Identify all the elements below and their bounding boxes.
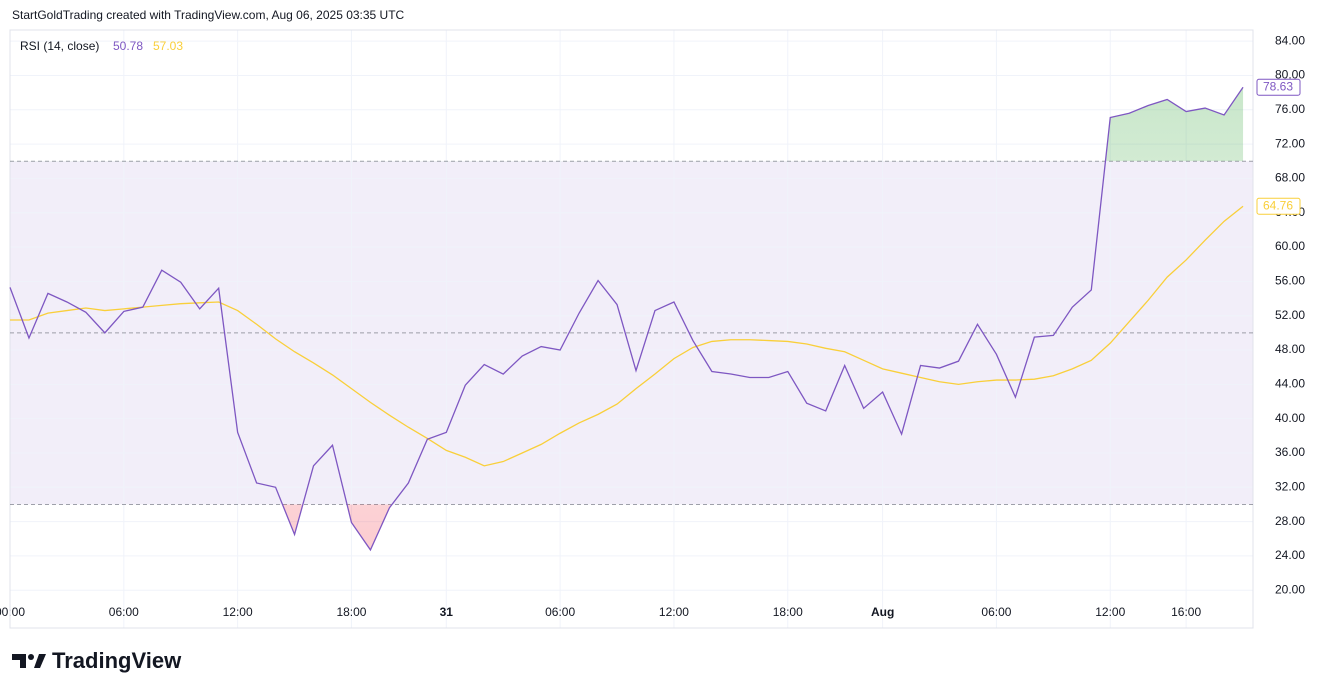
price-label <box>1256 197 1301 215</box>
y-tick-label: 44.00 <box>1275 377 1305 391</box>
header: StartGoldTrading created with TradingVie… <box>12 8 405 22</box>
footer-brand: TradingView <box>52 648 182 673</box>
y-tick-label: 24.00 <box>1275 548 1305 562</box>
x-tick-label: 12:00 <box>1095 605 1125 619</box>
price-label-text: 78.63 <box>1263 79 1293 93</box>
rsi-band <box>10 161 1253 505</box>
price-label <box>1256 78 1301 96</box>
y-tick-label: 32.00 <box>1275 479 1305 493</box>
x-tick-label: 06:00 <box>545 605 575 619</box>
legend-value: 57.03 <box>153 39 183 53</box>
y-tick-label: 28.00 <box>1275 514 1305 528</box>
y-tick-label: 80.00 <box>1275 68 1305 82</box>
x-tick-label: 31 <box>440 605 454 619</box>
y-tick-label: 84.00 <box>1275 33 1305 47</box>
plot-frame <box>9 29 1254 629</box>
y-tick-label: 40.00 <box>1275 411 1305 425</box>
x-tick-label: 18:00 <box>336 605 366 619</box>
plot: 20.00 24.00 28.00 32.00 36.00 40.00 44.00 48.00… <box>0 29 1305 629</box>
price-label-text: 64.76 <box>1263 198 1293 212</box>
y-tick-label: 20.00 <box>1275 582 1305 596</box>
x-tick-label: 16:00 <box>1171 605 1201 619</box>
x-tick-label: 00:00 <box>0 605 25 619</box>
y-tick-label: 76.00 <box>1275 102 1305 116</box>
legend-name: RSI (14, close) <box>20 39 99 53</box>
x-tick-label: Aug <box>871 605 894 619</box>
y-tick-label: 52.00 <box>1275 308 1305 322</box>
y-tick-label: 68.00 <box>1275 171 1305 185</box>
x-tick-label: 06:00 <box>109 605 139 619</box>
y-tick-label: 56.00 <box>1275 274 1305 288</box>
y-tick-label: 72.00 <box>1275 136 1305 150</box>
series-line <box>9 86 1244 552</box>
legend-value: 50.78 <box>113 39 143 53</box>
y-tick-label: 48.00 <box>1275 342 1305 356</box>
y-tick-label: 60.00 <box>1275 239 1305 253</box>
x-tick-label: 12:00 <box>659 605 689 619</box>
y-tick-label: 36.00 <box>1275 445 1305 459</box>
x-tick-label: 12:00 <box>223 605 253 619</box>
x-tick-label: 18:00 <box>773 605 803 619</box>
x-tick-label: 06:00 <box>981 605 1011 619</box>
logo <box>12 654 46 668</box>
series-line <box>10 205 1244 467</box>
overbought-fill <box>10 87 1244 162</box>
